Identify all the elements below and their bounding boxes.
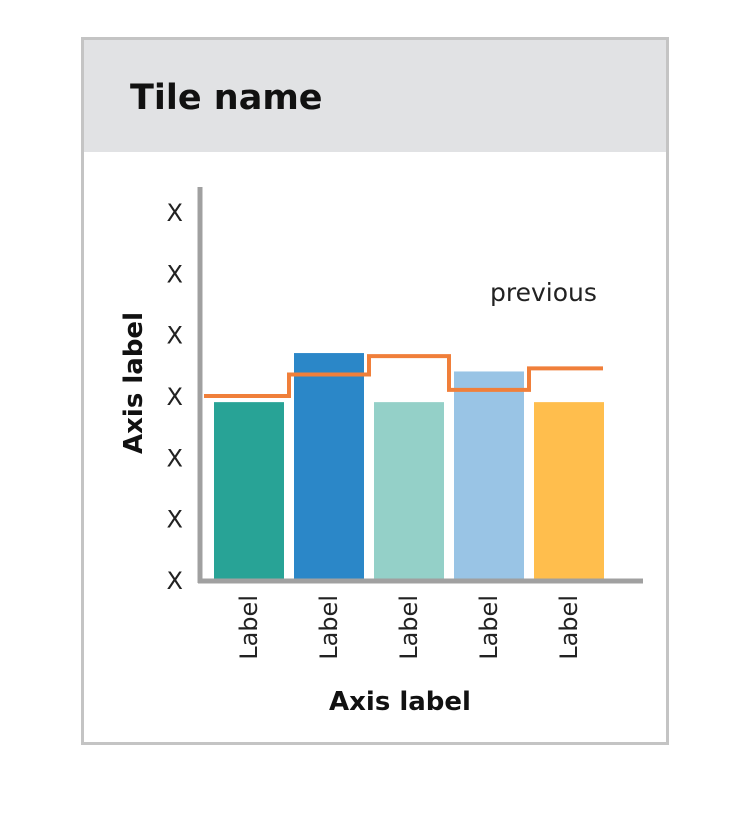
y-tick-label: X	[167, 444, 183, 472]
tile-header: Tile name	[84, 40, 666, 152]
previous-step-line	[204, 354, 603, 398]
previous-label: previous	[490, 278, 597, 307]
x-category-label: Label	[315, 595, 343, 660]
bar	[534, 402, 604, 580]
bar	[214, 402, 284, 580]
bar	[294, 353, 364, 580]
y-tick-label: X	[167, 199, 183, 227]
x-category-label: Label	[395, 595, 423, 660]
chart-tile: Tile name	[81, 37, 669, 745]
y-tick-label: X	[167, 322, 183, 350]
x-axis-title: Axis label	[329, 687, 471, 717]
y-tick-label: X	[167, 506, 183, 534]
tile-title: Tile name	[130, 78, 323, 118]
y-axis-title: Axis label	[119, 312, 149, 454]
x-category-label: Label	[555, 595, 583, 660]
x-category-label: Label	[475, 595, 503, 660]
y-tick-label: X	[167, 567, 183, 595]
x-category-label: Label	[235, 595, 263, 660]
y-tick-label: X	[167, 383, 183, 411]
bar	[454, 371, 524, 580]
bar	[374, 402, 444, 580]
y-tick-label: X	[167, 260, 183, 288]
